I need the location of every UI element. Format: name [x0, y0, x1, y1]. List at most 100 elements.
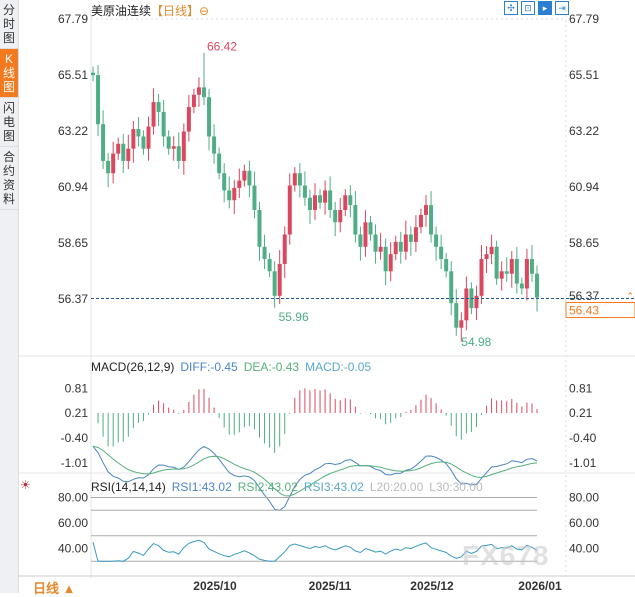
candle-body [449, 271, 454, 304]
zoom-out-icon[interactable]: ⊖ [199, 4, 210, 18]
y-tick-right: 63.22 [569, 124, 599, 138]
macd-diff: DIFF:-0.45 [180, 360, 238, 374]
candle-body [459, 320, 464, 328]
candle-body [277, 263, 282, 296]
candle-body [136, 129, 141, 137]
candle-body [333, 209, 338, 223]
candle-body [161, 111, 166, 137]
candle-body [444, 259, 449, 272]
x-tick: 2025/11 [309, 579, 352, 593]
y-tick-left: 63.22 [58, 124, 88, 138]
candle-body [514, 259, 519, 284]
y-tick-left: 67.79 [58, 12, 88, 26]
candle-body [131, 129, 136, 149]
sidebar: 分时图 K线图 闪电图 合约资料 [0, 0, 19, 593]
y-tick-right: 58.65 [569, 236, 599, 250]
candle-body [519, 283, 524, 289]
y-tick-left: 65.51 [58, 68, 88, 82]
period-label[interactable]: 【日线】 [151, 4, 200, 18]
tab-kline[interactable]: K线图 [0, 49, 18, 98]
candle-body [111, 153, 116, 174]
low-label: 54.98 [461, 335, 491, 349]
candle-body [383, 246, 388, 272]
rsi-legend: RSI(14,14,14) RSI1:43.02 RSI2:43.02 RSI3:43… [91, 480, 489, 494]
candle-body [242, 170, 247, 181]
candle-body [146, 126, 151, 149]
candle-body [343, 195, 348, 210]
candle-body [141, 136, 146, 149]
move-icon[interactable]: ✣ [504, 1, 518, 15]
l30: L30:30.00 [429, 480, 483, 494]
x-tick: 2025/10 [193, 579, 237, 593]
x-tick: 2025/12 [410, 579, 454, 593]
candle-body [217, 153, 222, 174]
candle-body [484, 254, 489, 260]
candle-body [121, 143, 126, 161]
instrument-name: 美原油连续 [91, 4, 152, 18]
candle-body [529, 259, 534, 274]
macd-y-tick: 0.81 [65, 381, 89, 395]
macd-y-tick: -0.40 [569, 431, 597, 445]
low-label: 55.96 [279, 310, 309, 324]
candle-body [408, 234, 413, 242]
dea-line [92, 445, 538, 497]
candle-body [524, 259, 529, 289]
candle-body [126, 148, 131, 161]
candle-body [237, 180, 242, 188]
candle-body [267, 259, 272, 272]
range-icon[interactable]: ⊡ [521, 1, 535, 15]
select-icon[interactable]: ▸ [538, 1, 552, 15]
rsi2: RSI2:43.02 [237, 480, 298, 494]
candle-body [313, 195, 317, 210]
rsi-y-tick: 80.00 [569, 491, 599, 505]
candle-body [232, 187, 237, 201]
candle-body [202, 87, 206, 98]
candle-body [96, 75, 101, 125]
candle-body [287, 185, 292, 235]
y-tick-right: 65.51 [569, 68, 599, 82]
candle-body [247, 170, 252, 186]
candle-body [358, 234, 363, 247]
candle-body [323, 190, 328, 203]
expand-icon: ⌃ [626, 292, 634, 303]
exit-icon[interactable]: ⇥ [555, 1, 569, 15]
macd-legend: MACD(26,12,9) DIFF:-0.45 DEA:-0.43 MACD:-0.… [91, 360, 377, 374]
candle-body [176, 146, 181, 161]
tab-timeshare[interactable]: 分时图 [0, 0, 18, 49]
settings-sun-icon[interactable]: ☀ [20, 478, 31, 492]
candle-body [348, 195, 353, 206]
candle-body [403, 234, 408, 252]
candle-body [252, 185, 257, 210]
l20: L20:20.00 [369, 480, 424, 494]
candle-body [434, 234, 439, 247]
candle-body [363, 222, 368, 247]
candle-body [479, 259, 484, 296]
candle-body [101, 124, 106, 161]
candle-body [272, 271, 277, 296]
macd-label: MACD(26,12,9) [91, 360, 175, 374]
candle-body [186, 107, 191, 132]
rsi-y-tick: 60.00 [569, 516, 599, 530]
candle-body [499, 271, 504, 279]
candle-body [504, 271, 509, 274]
chart-toolbar: ✣ ⊡ ▸ ⇥ [504, 1, 569, 15]
candle-body [474, 295, 479, 309]
candle-body [151, 102, 156, 127]
tab-flash[interactable]: 闪电图 [0, 98, 18, 147]
candle-body [106, 160, 111, 174]
macd-y-tick: -1.01 [569, 456, 597, 470]
rsi-line [92, 539, 538, 562]
tab-contract-info[interactable]: 合约资料 [0, 147, 18, 210]
candle-body [464, 288, 469, 321]
rsi-label: RSI(14,14,14) [91, 480, 166, 494]
candle-body [91, 72, 95, 76]
candle-body [297, 173, 302, 186]
rsi-y-tick: 40.00 [58, 542, 88, 556]
candle-body [156, 102, 161, 112]
candle-body [171, 146, 176, 149]
candle-body [166, 136, 171, 149]
rsi-y-tick: 40.00 [569, 542, 599, 556]
period-toggle-button[interactable]: 日线 ▲ [33, 581, 76, 596]
candle-body [413, 227, 418, 242]
